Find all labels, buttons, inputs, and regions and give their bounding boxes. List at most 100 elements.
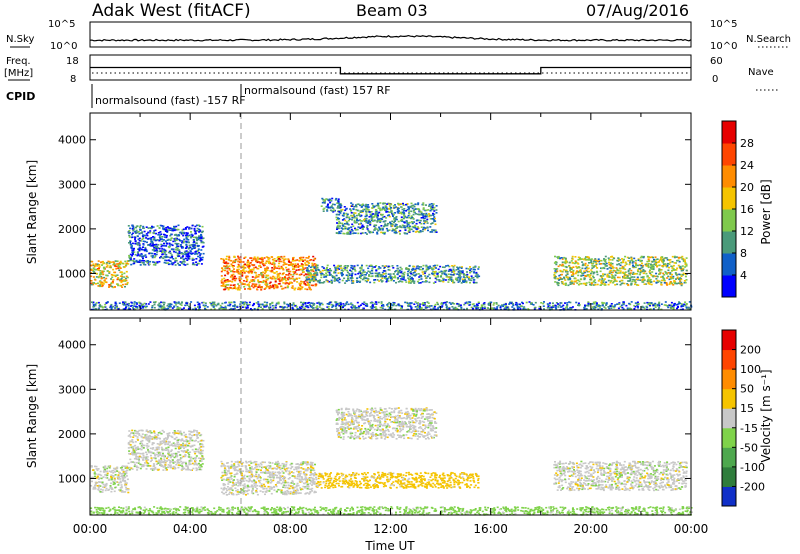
power-echo-cell bbox=[180, 302, 183, 304]
power-echo-cell bbox=[136, 235, 139, 238]
power-echo-cell bbox=[618, 276, 621, 279]
power-echo-cell bbox=[413, 282, 416, 284]
power-echo-cell bbox=[639, 259, 641, 262]
power-echo-cell bbox=[358, 276, 361, 278]
power-echo-cell bbox=[516, 305, 519, 308]
power-echo-cell bbox=[503, 303, 506, 306]
power-echo-cell bbox=[376, 220, 379, 222]
power-echo-cell bbox=[647, 278, 650, 281]
power-echo-cell bbox=[450, 276, 453, 279]
power-echo-cell bbox=[138, 232, 141, 235]
power-echo-cell bbox=[601, 303, 604, 306]
power-echo-cell bbox=[463, 308, 466, 311]
power-echo-cell bbox=[466, 275, 468, 278]
power-echo-cell bbox=[360, 232, 363, 235]
power-echo-cell bbox=[344, 225, 347, 228]
power-echo-cell bbox=[682, 272, 685, 275]
power-echo-cell bbox=[602, 262, 605, 265]
power-echo-cell bbox=[424, 275, 427, 277]
power-echo-cell bbox=[236, 268, 239, 271]
power-echo-cell bbox=[336, 267, 339, 270]
power-echo-cell bbox=[650, 256, 653, 258]
power-echo-cell bbox=[388, 229, 391, 231]
power-echo-cell bbox=[321, 269, 324, 272]
power-echo-cell bbox=[263, 257, 266, 259]
power-echo-cell bbox=[546, 303, 549, 305]
power-echo-cell bbox=[667, 275, 670, 278]
power-echo-cell bbox=[404, 229, 407, 231]
power-echo-cell bbox=[626, 276, 629, 279]
power-echo-cell bbox=[241, 269, 244, 272]
power-echo-cell bbox=[338, 222, 341, 225]
power-echo-cell bbox=[306, 269, 309, 272]
power-echo-cell bbox=[195, 261, 198, 263]
power-echo-cell bbox=[244, 306, 247, 308]
power-echo-cell bbox=[177, 234, 180, 236]
power-echo-cell bbox=[330, 279, 333, 282]
power-echo-cell bbox=[310, 284, 313, 287]
power-echo-cell bbox=[237, 263, 240, 266]
power-echo-cell bbox=[375, 301, 378, 303]
power-echo-cell bbox=[335, 266, 338, 269]
power-echo-cell bbox=[141, 261, 144, 264]
power-echo-cell bbox=[668, 283, 671, 286]
power-echo-cell bbox=[610, 262, 612, 264]
cpid-segment-0: normalsound (fast) -157 RF bbox=[95, 94, 246, 107]
power-echo-cell bbox=[413, 303, 416, 305]
power-echo-cell bbox=[142, 240, 145, 243]
power-echo-cell bbox=[147, 303, 150, 305]
power-echo-cell bbox=[153, 261, 156, 264]
power-echo-cell bbox=[649, 281, 652, 283]
power-echo-cell bbox=[133, 305, 136, 307]
power-echo-cell bbox=[297, 286, 300, 289]
power-echo-cell bbox=[259, 281, 262, 283]
power-echo-cell bbox=[120, 279, 123, 282]
power-echo-cell bbox=[609, 280, 612, 282]
power-echo-cell bbox=[273, 272, 276, 274]
power-echo-cell bbox=[594, 261, 597, 263]
power-echo-cell bbox=[247, 272, 250, 274]
power-echo-cell bbox=[102, 260, 104, 263]
power-echo-cell bbox=[224, 307, 227, 309]
power-echo-cell bbox=[636, 269, 639, 271]
power-echo-cell bbox=[163, 302, 166, 304]
power-echo-cell bbox=[487, 303, 490, 305]
power-echo-cell bbox=[309, 266, 312, 269]
power-echo-cell bbox=[372, 204, 375, 207]
power-echo-cell bbox=[257, 306, 260, 309]
power-echo-cell bbox=[367, 270, 370, 273]
power-echo-cell bbox=[181, 308, 183, 311]
power-echo-cell bbox=[163, 261, 166, 264]
power-echo-cell bbox=[395, 224, 398, 226]
power-echo-cell bbox=[138, 304, 141, 307]
power-echo-cell bbox=[348, 227, 351, 229]
power-echo-cell bbox=[586, 259, 589, 261]
power-echo-cell bbox=[680, 284, 683, 287]
power-echo-cell bbox=[357, 203, 360, 205]
power-echo-cell bbox=[259, 303, 262, 306]
power-echo-cell bbox=[153, 238, 156, 240]
power-echo-cell bbox=[403, 214, 406, 217]
power-echo-cell bbox=[272, 261, 275, 264]
power-echo-cell bbox=[254, 276, 257, 279]
power-echo-cell bbox=[569, 308, 572, 311]
power-echo-cell bbox=[649, 256, 652, 259]
power-echo-cell bbox=[109, 265, 112, 267]
power-echo-cell bbox=[285, 282, 288, 284]
power-echo-cell bbox=[324, 275, 327, 278]
power-echo-cell bbox=[349, 231, 352, 233]
power-echo-cell bbox=[191, 252, 194, 255]
power-echo-cell bbox=[562, 307, 565, 310]
power-echo-cell bbox=[400, 206, 403, 209]
power-echo-cell bbox=[152, 236, 154, 238]
power-echo-cell bbox=[373, 303, 376, 305]
power-echo-cell bbox=[400, 268, 403, 270]
power-echo-cell bbox=[260, 289, 263, 291]
power-echo-cell bbox=[577, 266, 580, 268]
power-echo-cell bbox=[144, 248, 147, 250]
power-echo-cell bbox=[635, 304, 638, 307]
power-echo-cell bbox=[571, 266, 573, 269]
power-echo-cell bbox=[298, 277, 301, 279]
power-echo-cell bbox=[648, 304, 651, 307]
power-echo-cell bbox=[609, 305, 612, 308]
